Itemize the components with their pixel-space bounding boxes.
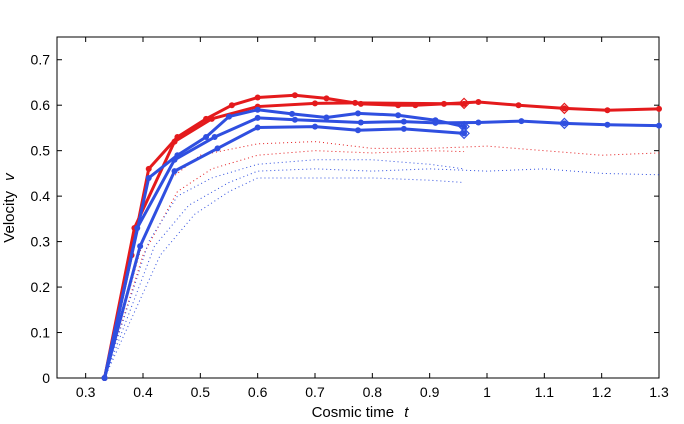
data-point bbox=[254, 114, 261, 121]
data-point bbox=[171, 168, 178, 175]
data-point bbox=[604, 107, 611, 114]
dotted-series-layer bbox=[104, 141, 660, 379]
data-point bbox=[203, 134, 210, 141]
series-line-blue-2 bbox=[103, 116, 660, 379]
y-tick-label: 0.3 bbox=[31, 234, 51, 250]
x-tick-label: 0.5 bbox=[191, 384, 211, 400]
data-point bbox=[312, 100, 318, 107]
data-point bbox=[475, 119, 482, 126]
data-point bbox=[461, 130, 468, 137]
y-axis-title: Velocity v bbox=[1, 172, 18, 243]
x-tick-label: 0.4 bbox=[133, 384, 153, 400]
data-point bbox=[289, 110, 296, 117]
data-point bbox=[134, 224, 141, 231]
data-point bbox=[352, 99, 359, 106]
x-axis-label: Cosmic time bbox=[312, 404, 395, 421]
data-point bbox=[515, 102, 522, 109]
series-blue-2 bbox=[101, 114, 662, 381]
solid-series-layer bbox=[101, 92, 662, 381]
data-point bbox=[226, 113, 232, 120]
data-point bbox=[656, 122, 662, 129]
x-axis-symbol: t bbox=[404, 404, 409, 421]
series-line-blue-1 bbox=[103, 108, 465, 379]
data-point bbox=[395, 112, 402, 119]
data-point bbox=[211, 134, 218, 141]
data-point bbox=[656, 105, 662, 112]
data-point bbox=[214, 145, 221, 152]
data-point bbox=[432, 119, 439, 126]
data-point bbox=[137, 243, 144, 250]
x-tick-label: 1.3 bbox=[649, 384, 669, 400]
data-point bbox=[561, 120, 568, 127]
y-tick-label: 0.6 bbox=[31, 97, 51, 113]
series-red-2 bbox=[101, 99, 468, 381]
x-tick-label: 0.7 bbox=[305, 384, 325, 400]
y-tick-label: 0.4 bbox=[31, 188, 51, 204]
x-tick-label: 0.6 bbox=[248, 384, 268, 400]
data-point bbox=[323, 114, 330, 121]
x-tick-label: 0.8 bbox=[363, 384, 383, 400]
data-point bbox=[475, 99, 482, 106]
data-point bbox=[291, 116, 298, 123]
data-point bbox=[101, 375, 108, 381]
data-point bbox=[323, 95, 330, 102]
data-point bbox=[604, 121, 611, 128]
series-line-blue-3 bbox=[103, 125, 465, 379]
data-point bbox=[400, 118, 407, 125]
y-axis-symbol: v bbox=[1, 172, 18, 181]
data-point bbox=[461, 100, 468, 107]
x-tick-label: 0.3 bbox=[76, 384, 96, 400]
series-line-blue-dotted-2 bbox=[104, 168, 660, 379]
data-point bbox=[254, 94, 261, 101]
diamond-marker bbox=[458, 127, 470, 140]
x-tick-label: 0.9 bbox=[420, 384, 440, 400]
x-tick-label: 1.1 bbox=[535, 384, 555, 400]
y-tick-label: 0 bbox=[42, 370, 50, 386]
plot-frame bbox=[56, 36, 660, 379]
data-point bbox=[461, 123, 468, 130]
data-point bbox=[254, 124, 261, 131]
data-point bbox=[291, 92, 298, 99]
diamond-marker bbox=[558, 117, 571, 130]
y-tick-label: 0.5 bbox=[31, 143, 51, 159]
data-point bbox=[355, 110, 361, 117]
data-point bbox=[208, 115, 215, 122]
series-line-red-1 bbox=[103, 93, 660, 379]
series-line-red-dotted-1 bbox=[104, 141, 660, 379]
data-point bbox=[228, 102, 235, 109]
data-point bbox=[357, 119, 364, 126]
data-point bbox=[171, 156, 178, 163]
x-tick-label: 1 bbox=[483, 384, 491, 400]
data-point bbox=[355, 127, 361, 134]
series-line-blue-dotted-3 bbox=[104, 177, 465, 379]
series-line-red-2 bbox=[103, 101, 465, 379]
y-tick-label: 0.1 bbox=[31, 325, 51, 341]
diamond-marker bbox=[558, 102, 571, 115]
diamond-marker bbox=[458, 97, 470, 110]
series-blue-3 bbox=[101, 123, 470, 381]
data-point bbox=[171, 138, 178, 145]
x-tick-label: 1.2 bbox=[592, 384, 612, 400]
x-axis-title: Cosmic time t bbox=[312, 404, 410, 421]
data-point bbox=[312, 123, 318, 130]
y-tick-label: 0.2 bbox=[31, 279, 51, 295]
data-point bbox=[145, 165, 152, 172]
series-line-blue-dotted-1 bbox=[104, 159, 465, 379]
y-tick-label: 0.7 bbox=[31, 52, 51, 68]
data-point bbox=[561, 105, 568, 112]
y-axis-label: Velocity bbox=[1, 190, 18, 242]
data-point bbox=[145, 174, 152, 181]
axes-ticks: 0.3 0.4 0.5 0.6 0.7 0.8 0.9 1 1.1 1.2 1.3 0 0.1 0.2 0.… bbox=[31, 37, 669, 400]
data-point bbox=[400, 125, 407, 132]
data-point bbox=[254, 106, 261, 113]
data-point bbox=[518, 118, 525, 125]
series-line-red-dotted-2 bbox=[104, 150, 465, 379]
